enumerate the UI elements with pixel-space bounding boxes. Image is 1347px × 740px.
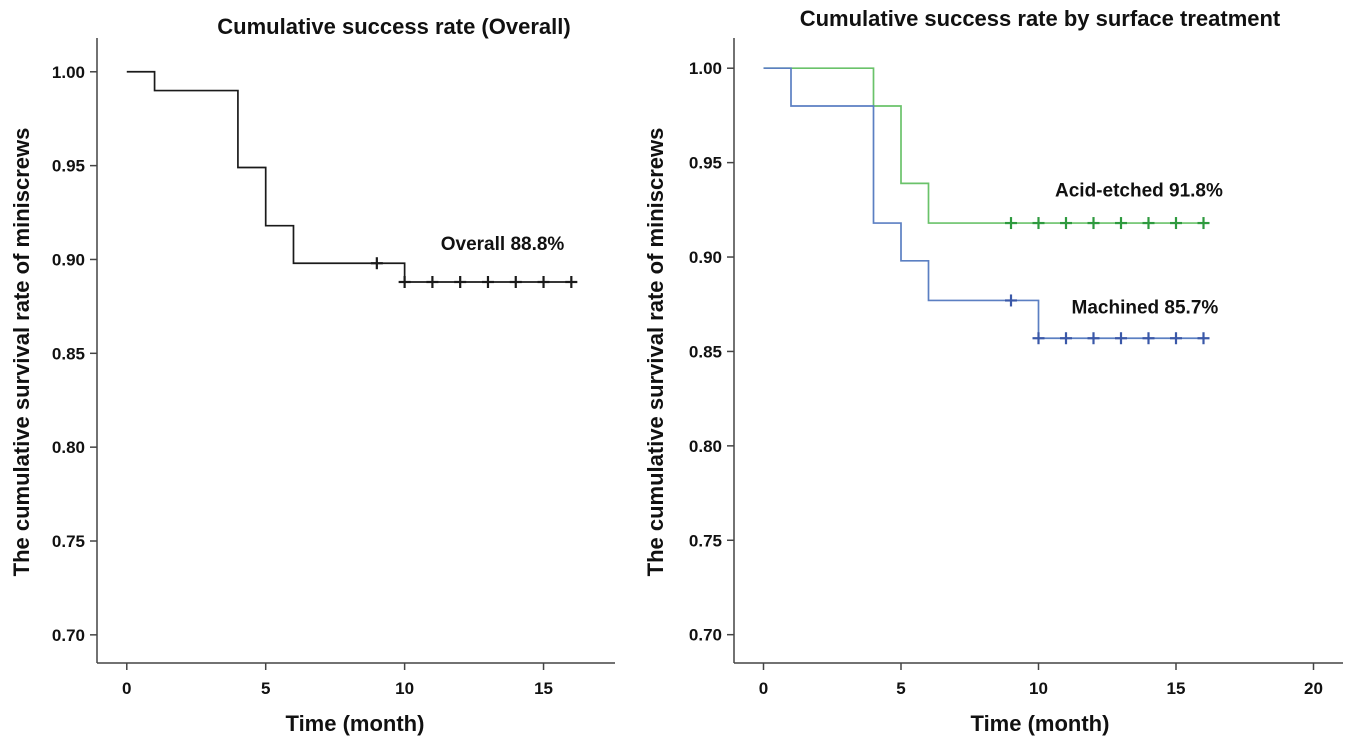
x-tick-label: 15 xyxy=(1167,679,1186,698)
series-line-1 xyxy=(763,67,1204,224)
annotation-label: Acid-etched 91.8% xyxy=(1055,181,1223,202)
y-tick-label: 0.80 xyxy=(689,437,722,456)
y-tick-label: 0.85 xyxy=(689,342,722,361)
y-tick-label: 1.00 xyxy=(52,63,85,82)
x-tick-label: 15 xyxy=(534,679,553,698)
series-line-1 xyxy=(126,70,572,283)
y-tick-label: 0.70 xyxy=(689,626,722,645)
y-ticks: 0.70 0.75 0.80 0.85 0.90 0.95 1.00 xyxy=(52,63,97,645)
annotation-label: Machined 85.7% xyxy=(1072,298,1219,319)
chart-title: Cumulative success rate (Overall) xyxy=(217,14,570,39)
x-tick-label: 0 xyxy=(122,679,131,698)
x-tick-label: 5 xyxy=(896,679,905,698)
series-line-2 xyxy=(763,67,1204,340)
chart-overall: Cumulative success rate (Overall) 0.700.… xyxy=(9,14,615,736)
y-tick-label: 0.85 xyxy=(52,344,85,363)
annotations: Acid-etched 91.8% Machined 85.7% xyxy=(1055,181,1223,319)
chart-surface-treatment: Cumulative success rate by surface treat… xyxy=(643,6,1343,736)
annotation-label: Overall 88.8% xyxy=(441,234,565,255)
y-axis-label: The cumulative survival rate of miniscre… xyxy=(643,128,668,577)
x-tick-label: 0 xyxy=(759,679,768,698)
y-tick-label: 0.75 xyxy=(52,532,85,551)
y-axis-label: The cumulative survival rate of miniscre… xyxy=(9,128,34,577)
y-tick-label: 0.90 xyxy=(52,250,85,269)
y-tick-label: 0.95 xyxy=(52,157,85,176)
y-tick-label: 0.80 xyxy=(52,438,85,457)
y-ticks: 0.70 0.75 0.80 0.85 0.90 0.95 1.00 xyxy=(689,59,734,645)
x-tick-label: 5 xyxy=(261,679,270,698)
y-tick-label: 1.00 xyxy=(689,59,722,78)
series-layer xyxy=(126,70,578,288)
x-tick-label: 10 xyxy=(1029,679,1048,698)
x-tick-label: 10 xyxy=(395,679,414,698)
y-tick-label: 0.75 xyxy=(689,531,722,550)
x-axis-label: Time (month) xyxy=(286,711,425,736)
annotations: Overall 88.8% xyxy=(441,234,565,255)
x-ticks: 0 5 10 15 xyxy=(122,663,553,698)
y-tick-label: 0.95 xyxy=(689,154,722,173)
x-ticks: 0 5 10 15 20 xyxy=(759,663,1323,698)
y-tick-label: 0.70 xyxy=(52,626,85,645)
x-tick-label: 20 xyxy=(1304,679,1323,698)
chart-title: Cumulative success rate by surface treat… xyxy=(800,6,1281,31)
series-layer xyxy=(763,67,1210,345)
y-tick-label: 0.90 xyxy=(689,248,722,267)
x-axis-label: Time (month) xyxy=(971,711,1110,736)
